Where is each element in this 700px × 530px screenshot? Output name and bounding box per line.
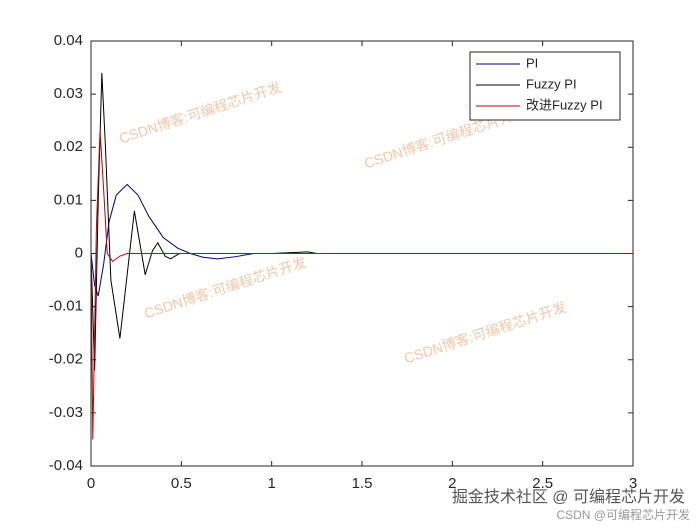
watermark: 掘金技术社区 @ 可编程芯片开发 bbox=[452, 488, 685, 506]
legend-box bbox=[469, 51, 621, 121]
x-tick-label: 0.5 bbox=[171, 475, 192, 492]
series-line bbox=[90, 131, 633, 440]
axes-box bbox=[90, 40, 634, 467]
y-tick-label: -0.02 bbox=[49, 351, 83, 368]
y-tick-label: -0.04 bbox=[49, 457, 83, 474]
y-tick-label: 0.02 bbox=[54, 138, 83, 155]
series-line bbox=[90, 72, 633, 371]
x-tick-label: 3 bbox=[629, 475, 637, 492]
x-tick-label: 2.5 bbox=[532, 475, 553, 492]
x-tick-label: 1.5 bbox=[352, 475, 373, 492]
legend: PI Fuzzy PI 改进Fuzzy PI bbox=[469, 51, 621, 121]
y-tick-label: 0.03 bbox=[54, 85, 83, 102]
y-tick-label: 0 bbox=[75, 244, 83, 261]
watermark: CSDN @可编程芯片开发 bbox=[556, 507, 690, 522]
y-tick-label: -0.03 bbox=[49, 404, 83, 421]
x-tick-label: 2 bbox=[448, 475, 456, 492]
y-tick-label: -0.01 bbox=[49, 298, 83, 315]
x-tick-label: 1 bbox=[267, 475, 275, 492]
legend-label: Fuzzy PI bbox=[526, 76, 577, 91]
x-tick-label: 0 bbox=[87, 475, 95, 492]
y-tick-label: 0.01 bbox=[54, 191, 83, 208]
legend-label: 改进Fuzzy PI bbox=[526, 97, 603, 112]
y-tick-label: 0.04 bbox=[54, 32, 83, 49]
legend-label: PI bbox=[526, 55, 538, 70]
